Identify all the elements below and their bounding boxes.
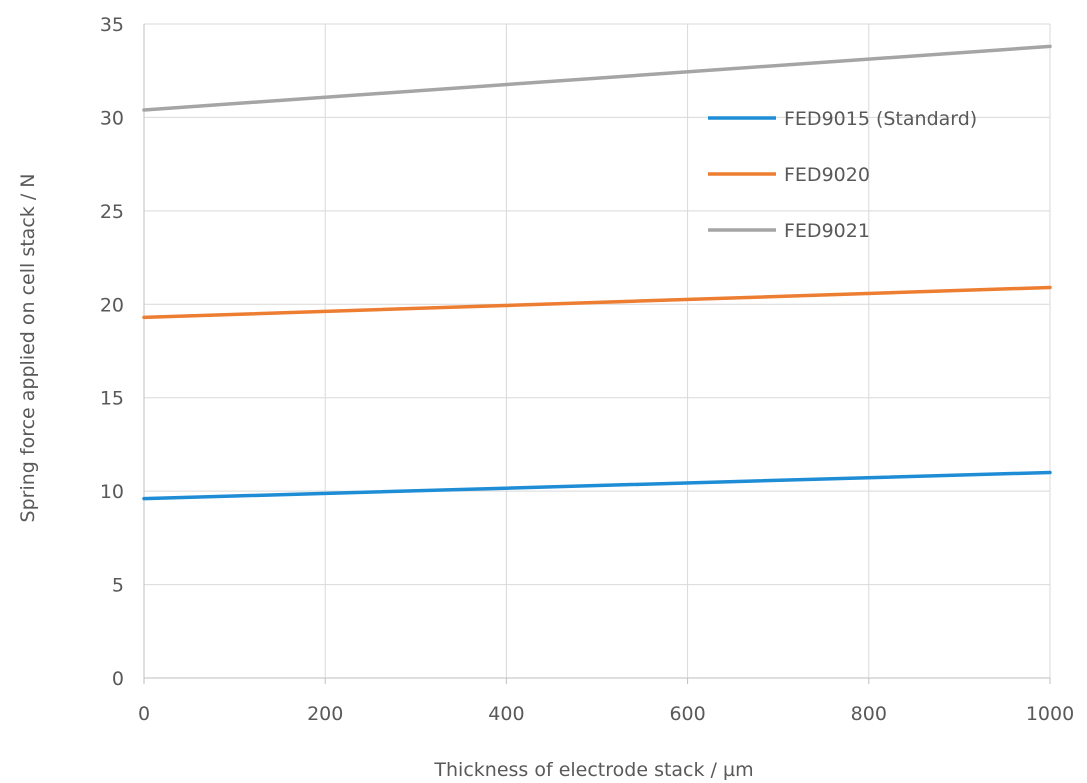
x-tick-label: 800 xyxy=(851,703,887,725)
series-line-2 xyxy=(142,285,1052,320)
y-tick-label: 10 xyxy=(100,481,124,503)
y-tick-label: 5 xyxy=(112,575,124,597)
legend-label-2: FED9020 xyxy=(784,164,870,186)
legend-label-1: FED9015 (Standard) xyxy=(784,108,977,130)
x-tick-label: 600 xyxy=(669,703,705,725)
series-line-3 xyxy=(142,44,1052,112)
x-tick-label: 1000 xyxy=(1026,703,1074,725)
y-tick-label: 35 xyxy=(100,14,124,36)
x-tick-label: 200 xyxy=(307,703,343,725)
y-tick-label: 25 xyxy=(100,201,124,223)
y-tick-label: 30 xyxy=(100,107,124,129)
axes: 0 5 10 15 20 25 30 35 0 200 400 600 800 1000 xyxy=(100,14,1074,725)
y-tick-label: 20 xyxy=(100,294,124,316)
x-axis-title: Thickness of electrode stack / µm xyxy=(433,759,753,781)
y-tick-label: 15 xyxy=(100,388,124,410)
x-tick-label: 0 xyxy=(138,703,150,725)
grid xyxy=(144,23,1051,678)
series-lines xyxy=(142,44,1052,501)
series-line-1 xyxy=(142,470,1052,501)
x-tick-label: 400 xyxy=(488,703,524,725)
legend-label-3: FED9021 xyxy=(784,220,870,242)
y-tick-label: 0 xyxy=(112,668,124,690)
legend: FED9015 (Standard) FED9020 FED9021 xyxy=(708,108,977,242)
y-axis-title: Spring force applied on cell stack / N xyxy=(17,174,39,523)
